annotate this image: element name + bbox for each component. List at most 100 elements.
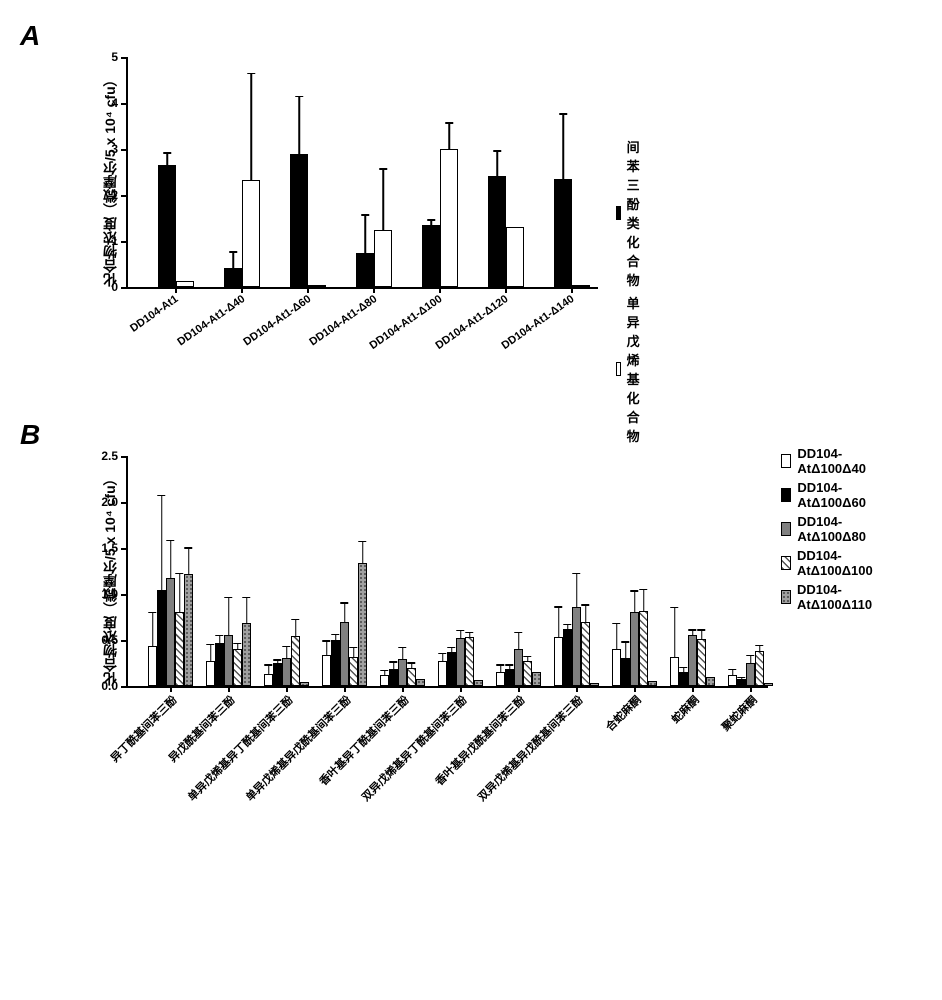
bar: [621, 658, 630, 686]
x-label: 合蛇麻酮: [601, 692, 643, 734]
bar: [706, 677, 715, 686]
error-bar: [576, 573, 578, 608]
bar: [630, 612, 639, 686]
error-bar: [344, 602, 346, 622]
y-tick: 2.0: [101, 495, 126, 509]
bar: [322, 655, 331, 686]
bar: [746, 663, 755, 686]
x-tick: [750, 686, 752, 692]
bar: [175, 612, 184, 686]
bar: [532, 672, 541, 686]
bar: [670, 657, 679, 686]
x-tick: [170, 686, 172, 692]
error-bar: [166, 152, 168, 166]
bar: [356, 253, 374, 288]
bar: [224, 268, 242, 287]
bar: [215, 643, 224, 686]
bar: [291, 636, 300, 686]
bar: [440, 149, 458, 287]
bar: [176, 281, 194, 287]
error-bar: [268, 664, 270, 675]
bar: [505, 669, 514, 686]
x-tick: [286, 686, 288, 692]
legend-swatch: [781, 590, 791, 604]
bar: [374, 230, 392, 288]
legend-item: 单异戊烯基化合物: [616, 293, 649, 445]
y-tick: 0.5: [101, 633, 126, 647]
bar: [398, 659, 407, 686]
legend-item: 间苯三酚类化合物: [616, 137, 649, 289]
error-bar: [152, 612, 154, 647]
bar: [416, 679, 425, 686]
bar: [465, 637, 474, 686]
error-bar: [364, 214, 366, 253]
bar: [242, 180, 260, 287]
legend-label: DD104-AtΔ100Δ60: [797, 480, 876, 510]
error-bar: [451, 647, 453, 653]
error-bar: [430, 219, 432, 226]
x-tick: [518, 686, 520, 692]
error-bar: [335, 634, 337, 641]
chart-a-yticks: 012345: [96, 57, 126, 287]
bar: [697, 639, 706, 686]
error-bar: [460, 630, 462, 639]
bar: [737, 679, 746, 686]
bar: [290, 154, 308, 287]
legend-item: DD104-AtΔ100Δ110: [781, 582, 877, 612]
error-bar: [228, 597, 230, 637]
y-tick: 1.0: [101, 587, 126, 601]
bar: [456, 638, 465, 686]
bar: [224, 635, 233, 686]
bar: [300, 682, 309, 686]
error-bar: [210, 644, 212, 662]
y-tick: 1.5: [101, 541, 126, 555]
error-bar: [732, 669, 734, 676]
error-bar: [232, 251, 234, 268]
bar: [554, 179, 572, 287]
x-tick: [344, 686, 346, 692]
error-bar: [643, 589, 645, 612]
legend-item: DD104-AtΔ100Δ100: [781, 548, 877, 578]
bar: [590, 683, 599, 686]
bar: [166, 578, 175, 686]
error-bar: [750, 655, 752, 664]
chart-b-legend: DD104-AtΔ100Δ40 DD104-AtΔ100Δ60 DD104-AtΔ1…: [781, 446, 877, 616]
error-bar: [442, 653, 444, 662]
bar: [282, 658, 291, 686]
error-bar: [692, 629, 694, 636]
bar: [447, 652, 456, 686]
x-tick: [373, 287, 375, 293]
error-bar: [298, 96, 300, 155]
legend-label: DD104-AtΔ100Δ110: [797, 582, 877, 612]
y-tick: 0.0: [101, 679, 126, 693]
legend-label: 单异戊烯基化合物: [627, 293, 649, 445]
legend-swatch: [616, 362, 621, 376]
error-bar: [188, 547, 190, 575]
bar: [358, 563, 367, 686]
y-tick: 3: [111, 142, 126, 156]
bar: [308, 285, 326, 287]
bar: [488, 176, 506, 287]
y-tick: 1: [111, 234, 126, 248]
legend-label: DD104-AtΔ100Δ40: [797, 446, 876, 476]
error-bar: [161, 495, 163, 592]
bar: [242, 623, 251, 686]
bar: [755, 651, 764, 686]
bar: [340, 622, 349, 686]
error-bar: [237, 643, 239, 650]
bar: [233, 649, 242, 686]
x-label: 单异戊烯基异丁酰基间苯三酚: [183, 692, 295, 804]
bar: [563, 629, 572, 686]
bar: [264, 674, 273, 686]
error-bar: [362, 541, 364, 564]
error-bar: [219, 635, 221, 644]
y-tick: 2: [111, 188, 126, 202]
legend-item: DD104-AtΔ100Δ40: [781, 446, 877, 476]
error-bar: [250, 73, 252, 181]
error-bar: [179, 573, 181, 613]
bar: [380, 675, 389, 686]
error-bar: [382, 168, 384, 230]
x-tick: [571, 287, 573, 293]
x-tick: [402, 686, 404, 692]
x-tick: [576, 686, 578, 692]
